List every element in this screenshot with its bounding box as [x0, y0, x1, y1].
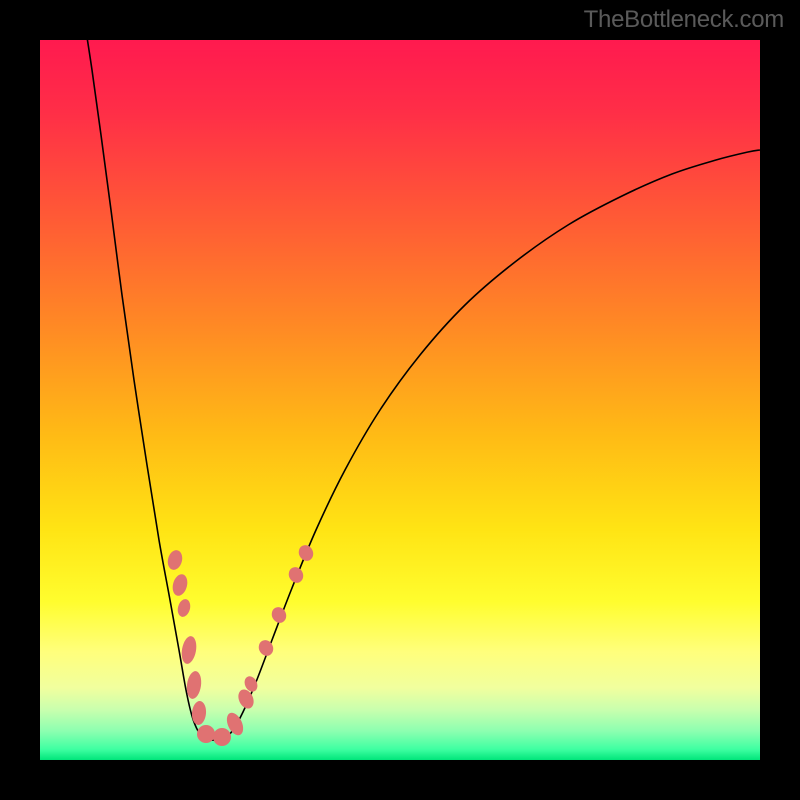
- chart-container: TheBottleneck.com: [0, 0, 800, 800]
- data-marker: [213, 728, 231, 746]
- data-marker: [197, 725, 215, 743]
- plot-background-gradient: [40, 40, 760, 760]
- watermark-text: TheBottleneck.com: [584, 6, 784, 34]
- bottleneck-chart: [0, 0, 800, 800]
